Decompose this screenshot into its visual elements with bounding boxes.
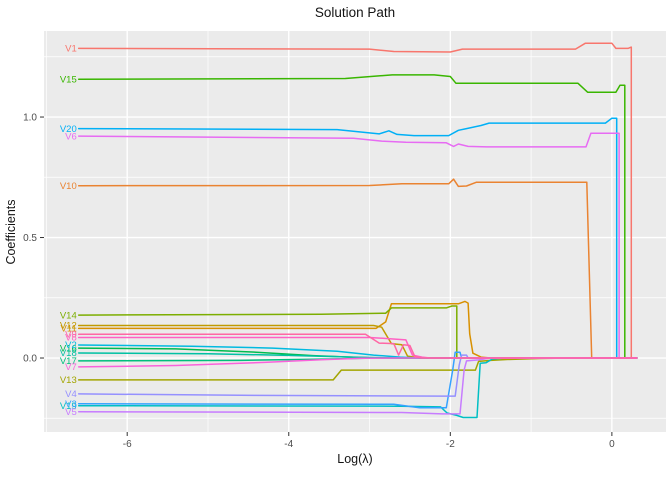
series-label-V19: V19 xyxy=(60,401,77,412)
series-label-V12: V12 xyxy=(60,321,77,332)
x-axis-tick-label: -6 xyxy=(123,439,132,450)
plot-panel xyxy=(44,31,666,432)
x-axis-tick-label: -4 xyxy=(284,439,293,450)
series-label-V10: V10 xyxy=(60,181,77,192)
series-line-V10 xyxy=(77,178,638,359)
series-label-V3: V3 xyxy=(65,399,77,410)
y-axis-tick-label: 0.0 xyxy=(23,354,37,365)
series-label-V4: V4 xyxy=(65,389,77,400)
series-line-V1 xyxy=(77,42,638,359)
series-label-V20: V20 xyxy=(60,124,77,135)
series-line-V14 xyxy=(77,305,638,359)
series-label-V11: V11 xyxy=(61,324,77,335)
series-label-V13: V13 xyxy=(60,375,77,386)
series-label-V15: V15 xyxy=(60,74,77,85)
series-line-V15 xyxy=(77,74,638,359)
series-label-V7: V7 xyxy=(65,362,77,373)
series-label-V9: V9 xyxy=(65,329,77,340)
y-axis-tick-label: 0.5 xyxy=(23,233,37,244)
series-label-V16: V16 xyxy=(60,343,77,354)
series-label-V14: V14 xyxy=(60,310,77,321)
series-label-V17: V17 xyxy=(60,356,77,367)
series-line-V4 xyxy=(77,354,638,397)
y-axis-tick-label: 1.0 xyxy=(23,113,37,124)
series-label-V18: V18 xyxy=(60,348,77,359)
x-axis-tick-label: 0 xyxy=(609,439,615,450)
series-label-V6: V6 xyxy=(65,131,77,142)
series-label-V2: V2 xyxy=(65,340,77,351)
series-label-V1: V1 xyxy=(65,44,77,55)
series-line-V19 xyxy=(77,357,638,419)
series-line-V6 xyxy=(77,132,638,359)
series-line-V7 xyxy=(77,357,638,368)
series-line-V20 xyxy=(77,117,638,359)
series-label-V5: V5 xyxy=(65,407,77,418)
series-line-V9 xyxy=(77,333,638,359)
x-axis-tick-label: -2 xyxy=(446,439,455,450)
series-label-V8: V8 xyxy=(65,333,77,344)
